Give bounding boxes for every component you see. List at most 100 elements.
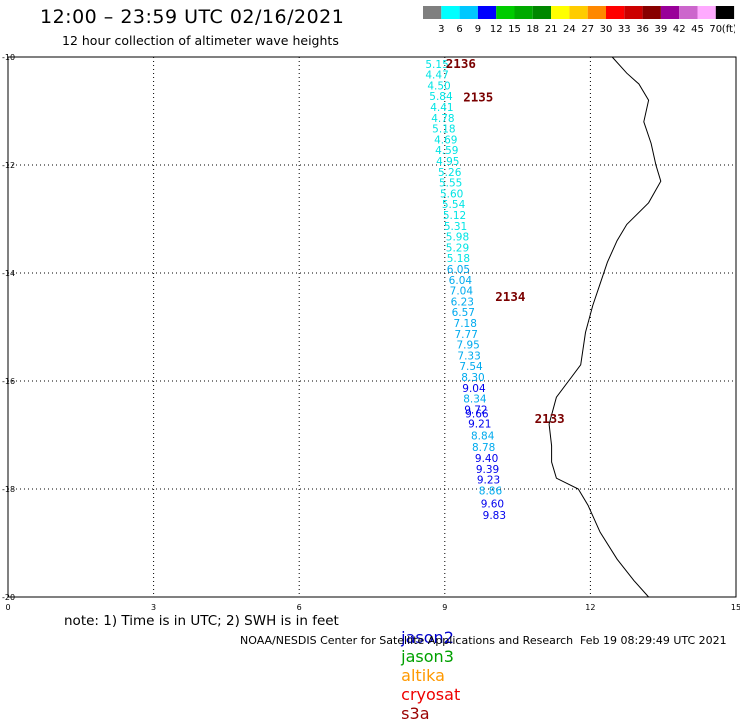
x-tick-label: 3	[151, 603, 156, 610]
generated-timestamp: Feb 19 08:29:49 UTC 2021	[580, 634, 727, 647]
wave-height-value: 5.18	[432, 124, 455, 136]
colorbar-label: 33	[618, 24, 631, 35]
x-tick-label: 15	[731, 603, 740, 610]
wave-height-value: 7.95	[456, 340, 479, 352]
wave-height-value: 9.83	[483, 510, 506, 522]
x-tick-label: 9	[442, 603, 447, 610]
wave-height-value: 5.29	[446, 242, 469, 254]
y-tick-label: -12	[2, 161, 15, 170]
wave-height-value: 9.04	[462, 383, 486, 395]
wave-height-value: 4.41	[430, 102, 453, 114]
pass-time-label: 2136	[446, 56, 476, 71]
colorbar-label: 18	[526, 24, 539, 35]
colorbar-swatch	[606, 6, 625, 19]
colorbar-swatch	[624, 6, 643, 19]
wave-height-value: 6.57	[452, 307, 475, 319]
map-subtitle: 12 hour collection of altimeter wave hei…	[62, 33, 339, 48]
map-title: 12:00 – 23:59 UTC 02/16/2021	[40, 6, 345, 28]
wave-height-value: 5.60	[440, 188, 463, 200]
footer-note: note: 1) Time is in UTC; 2) SWH is in fe…	[64, 613, 339, 629]
colorbar-swatch	[551, 6, 570, 19]
wave-height-value: 5.26	[438, 167, 462, 179]
wave-height-value: 4.69	[434, 134, 457, 146]
wave-height-value: 9.72	[464, 404, 487, 416]
colorbar-swatch	[715, 6, 735, 19]
credit-text: NOAA/NESDIS Center for Satellite Applica…	[240, 634, 574, 647]
wave-height-value: 7.04	[450, 286, 474, 298]
y-tick-label: -18	[2, 485, 15, 494]
x-tick-label: 12	[585, 603, 595, 610]
colorbar-swatch	[587, 6, 606, 19]
wave-height-value: 7.18	[454, 318, 477, 330]
colorbar-label: 9	[475, 24, 481, 35]
colorbar-swatch	[514, 6, 533, 19]
wave-height-value: 5.12	[443, 210, 466, 222]
colorbar-label: 21	[545, 24, 558, 35]
wave-height-value: 9.60	[481, 498, 504, 510]
wave-height-value: 6.23	[451, 296, 474, 308]
wave-height-value: 9.39	[476, 464, 499, 476]
wave-height-value: 5.18	[447, 253, 470, 265]
coastline	[548, 56, 662, 598]
colorbar-label: 36	[636, 24, 649, 35]
wave-height-value: 8.34	[463, 394, 487, 406]
colorbar-label: 30	[600, 24, 613, 35]
legend-altika: altika	[401, 666, 445, 685]
wave-height-value: 8.84	[471, 430, 495, 442]
satellite-legend: jason2 jason3 altika cryosat s3a	[391, 609, 468, 723]
wave-height-value: 9.21	[468, 418, 491, 430]
colorbar-unit: (ft)	[722, 24, 735, 35]
wave-height-value: 9.40	[475, 453, 498, 465]
wave-height-value: 7.33	[457, 350, 480, 362]
colorbar-swatch	[423, 6, 442, 19]
wave-height-value: 9.66	[465, 409, 489, 421]
colorbar-swatch	[679, 6, 698, 19]
altimeter-map: 0 3 6 9 12 15-10-12-14-16-18-205.154.474.505.…	[2, 53, 740, 610]
colorbar-label: 6	[456, 24, 462, 35]
colorbar-label: 15	[508, 24, 521, 35]
wave-height-value: 6.04	[449, 275, 473, 287]
wave-height-value: 8.30	[461, 372, 484, 384]
wave-height-value: 4.59	[435, 145, 458, 157]
colorbar-swatch	[532, 6, 552, 19]
colorbar-label: 70	[709, 24, 722, 35]
colorbar-swatch	[441, 6, 460, 19]
colorbar-label: 12	[490, 24, 503, 35]
map-frame	[7, 56, 737, 598]
colorbar-label: 42	[673, 24, 686, 35]
colorbar-swatch	[459, 6, 478, 19]
wave-height-value: 4.78	[431, 113, 454, 125]
wave-height-value: 8.86	[479, 485, 503, 497]
wave-height-value: 5.54	[442, 199, 466, 211]
wave-height-value: 4.50	[427, 80, 450, 92]
wave-height-value: 7.77	[455, 329, 478, 341]
wave-height-value: 4.47	[425, 70, 448, 82]
y-tick-label: -10	[2, 53, 15, 62]
colorbar-label: 39	[655, 24, 668, 35]
colorbar-swatch	[660, 6, 680, 19]
y-tick-label: -16	[2, 377, 15, 386]
wave-height-value: 4.95	[436, 156, 459, 168]
wave-height-value: 9.23	[477, 475, 500, 487]
x-tick-label: 0	[5, 603, 10, 610]
pass-time-label: 2135	[463, 89, 493, 104]
wave-height-value: 5.15	[425, 59, 448, 71]
wave-height-value: 8.78	[472, 442, 495, 454]
colorbar-swatch	[642, 6, 661, 19]
x-tick-label: 6	[297, 603, 302, 610]
pass-time-label: 2133	[535, 411, 565, 426]
colorbar-label: 3	[438, 24, 444, 35]
wave-height-value: 7.54	[459, 361, 483, 373]
wave-height-value: 5.55	[439, 178, 462, 190]
colorbar-label: 24	[563, 24, 576, 35]
colorbar-label: 45	[691, 24, 704, 35]
wave-height-value: 5.31	[444, 221, 467, 233]
y-tick-label: -20	[2, 593, 15, 602]
legend-cryosat: cryosat	[401, 685, 461, 704]
legend-s3a: s3a	[401, 704, 430, 723]
wave-height-value: 5.98	[446, 232, 469, 244]
wave-height-value: 6.05	[447, 264, 470, 276]
pass-time-label: 2134	[495, 289, 525, 304]
colorbar-swatch	[496, 6, 515, 19]
